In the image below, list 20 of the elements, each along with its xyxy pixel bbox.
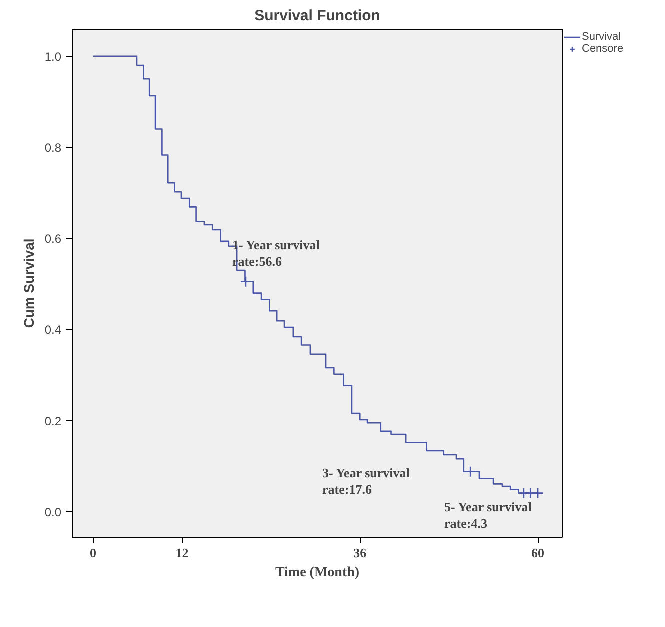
- y-tick-label: 0.4: [44, 323, 62, 338]
- chart-title: Survival Function: [254, 8, 380, 24]
- point: [532, 488, 544, 499]
- point: [240, 276, 252, 288]
- x-tick-label: 36: [354, 546, 368, 560]
- annotation: 3- Year survival rate:17.6: [322, 466, 410, 497]
- point: [464, 466, 476, 478]
- legend-label: Censore: [582, 43, 624, 55]
- y-tick-label: 0.8: [44, 141, 62, 155]
- y-tick-label: 0.0: [44, 505, 62, 520]
- y-tick-label: 1.0: [44, 50, 62, 64]
- y-tick-label: 0.6: [44, 232, 62, 246]
- x-axis-title: Time (Month): [275, 566, 360, 580]
- x-tick-label: 0: [90, 546, 97, 560]
- x-tick-label: 12: [176, 546, 189, 560]
- y-axis-title: Cum Survival: [20, 238, 37, 328]
- x-tick-label: 60: [532, 546, 545, 560]
- annotation: 5- Year survival rate:4.3: [444, 500, 532, 531]
- legend-label: Survival: [582, 31, 622, 43]
- y-tick-label: 0.2: [44, 414, 62, 428]
